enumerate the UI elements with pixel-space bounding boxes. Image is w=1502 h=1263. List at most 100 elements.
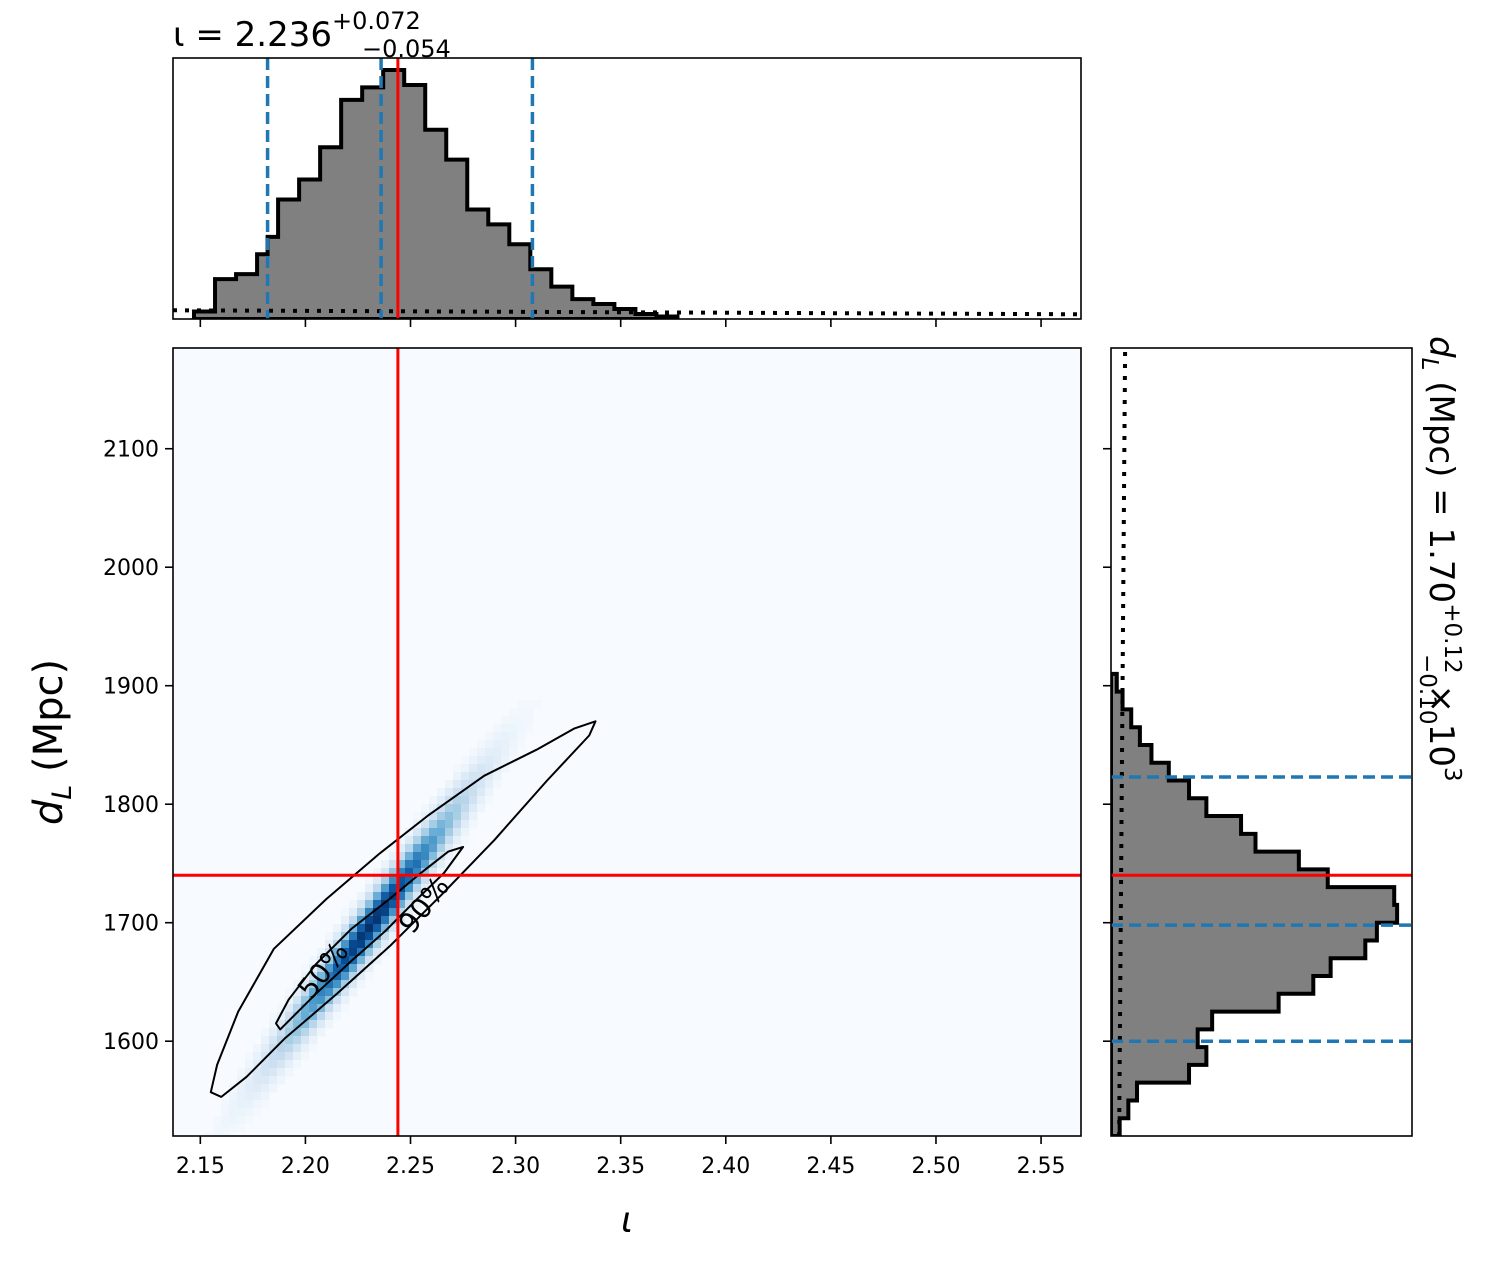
- density-cell: [269, 1020, 278, 1029]
- density-cell: [317, 1020, 326, 1029]
- density-cell: [461, 812, 470, 821]
- density-cell: [381, 916, 390, 925]
- density-cell: [437, 804, 446, 813]
- density-cell: [325, 940, 334, 949]
- density-cell: [357, 932, 366, 941]
- density-cell: [389, 852, 398, 861]
- right-title-exponent: 3: [1439, 767, 1465, 782]
- density-cell: [373, 908, 382, 917]
- density-cell: [285, 1004, 294, 1013]
- density-cell: [445, 804, 454, 813]
- density-cell: [461, 756, 470, 765]
- right-title-value: 1.70: [1421, 527, 1461, 603]
- density-cell: [301, 996, 310, 1005]
- density-cell: [285, 988, 294, 997]
- density-cell: [413, 868, 422, 877]
- density-cell: [245, 1116, 254, 1125]
- x-tick-label-8: 2.55: [1017, 1154, 1066, 1179]
- density-cell: [469, 756, 478, 765]
- density-cell: [381, 900, 390, 909]
- density-cell: [421, 828, 430, 837]
- density-cell: [205, 1132, 214, 1136]
- right-title-times: × 10: [1421, 674, 1461, 767]
- density-cell: [429, 876, 438, 885]
- density-cell: [453, 796, 462, 805]
- density-cell: [325, 980, 334, 989]
- y-label-symbol: d: [26, 799, 72, 825]
- density-cell: [333, 956, 342, 965]
- density-cell: [413, 844, 422, 853]
- joint-frame: [172, 347, 1082, 1137]
- joint-density: [205, 700, 542, 1136]
- density-cell: [357, 892, 366, 901]
- density-cell: [389, 884, 398, 893]
- density-cell: [357, 956, 366, 965]
- density-cell: [389, 908, 398, 917]
- density-cell: [445, 812, 454, 821]
- density-cell: [469, 764, 478, 773]
- density-cell: [429, 852, 438, 861]
- density-cell: [365, 876, 374, 885]
- density-cell: [389, 868, 398, 877]
- density-cell: [493, 772, 502, 781]
- right-title-symbol: d: [1421, 336, 1461, 358]
- density-cell: [229, 1116, 238, 1125]
- density-cell: [453, 780, 462, 789]
- density-cell: [429, 844, 438, 853]
- density-cell: [309, 1036, 318, 1045]
- density-cell: [261, 1044, 270, 1053]
- density-cell: [341, 916, 350, 925]
- density-cell: [237, 1084, 246, 1093]
- density-cell: [357, 900, 366, 909]
- density-cell: [341, 988, 350, 997]
- density-cell: [277, 1044, 286, 1053]
- density-cell: [349, 908, 358, 917]
- x-axis-label: ι: [621, 1200, 633, 1241]
- density-cell: [277, 1004, 286, 1013]
- density-cell: [261, 1068, 270, 1077]
- density-cell: [405, 916, 414, 925]
- density-cell: [397, 836, 406, 845]
- density-cell: [253, 1092, 262, 1101]
- density-cell: [501, 764, 510, 773]
- density-cell: [245, 1060, 254, 1069]
- density-cell: [437, 860, 446, 869]
- density-cell: [397, 860, 406, 869]
- density-cell: [429, 884, 438, 893]
- density-cell: [525, 700, 534, 709]
- density-cell: [429, 868, 438, 877]
- density-cell: [309, 1028, 318, 1037]
- density-cell: [413, 860, 422, 869]
- density-cell: [493, 748, 502, 757]
- density-cell: [341, 1004, 350, 1013]
- density-cell: [445, 780, 454, 789]
- density-cell: [421, 892, 430, 901]
- density-cell: [397, 868, 406, 877]
- density-cell: [509, 716, 518, 725]
- density-cell: [365, 916, 374, 925]
- density-cell: [421, 812, 430, 821]
- density-cell: [301, 988, 310, 997]
- density-cell: [405, 828, 414, 837]
- density-cell: [485, 764, 494, 773]
- density-cell: [461, 820, 470, 829]
- density-cell: [301, 1052, 310, 1061]
- density-cell: [453, 812, 462, 821]
- marginal-y-hist: [1111, 671, 1400, 1136]
- marginal-y-title: dL (Mpc) = 1.70+0.12 × 103: [1416, 336, 1465, 782]
- density-cell: [317, 980, 326, 989]
- density-cell: [413, 828, 422, 837]
- density-cell: [245, 1084, 254, 1093]
- density-cell: [333, 924, 342, 933]
- density-cell: [365, 892, 374, 901]
- density-cell: [429, 812, 438, 821]
- density-cell: [269, 1012, 278, 1021]
- y-axis-label: dL (Mpc): [26, 659, 78, 825]
- x-tick-label-3: 2.30: [491, 1154, 540, 1179]
- density-cell: [293, 1060, 302, 1069]
- density-cell: [221, 1108, 230, 1117]
- marginal-x-fill: [194, 70, 678, 319]
- density-cell: [421, 868, 430, 877]
- density-cell: [341, 996, 350, 1005]
- contour-50: [275, 845, 465, 1031]
